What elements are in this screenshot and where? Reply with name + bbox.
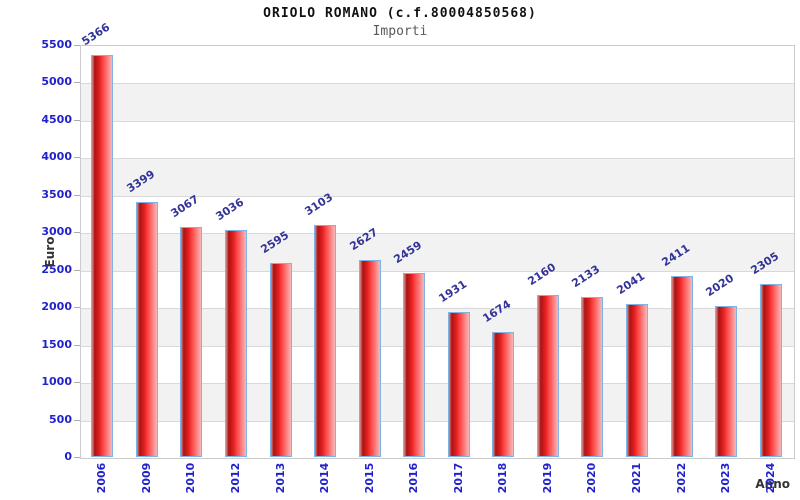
bar-2018 [492, 331, 515, 457]
gridline [81, 308, 794, 310]
y-tick-label: 4000 [41, 150, 72, 164]
y-tick-mark [74, 269, 80, 271]
x-tick-label: 2022 [674, 462, 688, 494]
y-tick-label: 5000 [41, 75, 72, 89]
y-tick-mark [74, 45, 80, 46]
y-tick-mark [74, 157, 80, 159]
x-tick-label: 2017 [451, 462, 465, 494]
y-tick-label: 1000 [41, 375, 72, 389]
y-tick-label: 2500 [41, 262, 72, 276]
x-tick-label: 2018 [496, 462, 510, 494]
plot-band [81, 46, 794, 84]
y-tick-mark [74, 344, 80, 346]
gridline [81, 120, 794, 122]
y-tick-label: 4500 [41, 112, 72, 126]
gridline [81, 158, 794, 160]
bar-2022 [670, 276, 693, 457]
x-tick-label: 2016 [407, 462, 421, 494]
x-tick-label: 2020 [585, 462, 599, 494]
x-tick-label: 2010 [184, 462, 198, 494]
y-tick-label: 3000 [41, 225, 72, 239]
gridline [81, 270, 794, 272]
bar-2010 [180, 227, 203, 457]
y-tick-mark [74, 307, 80, 309]
bar-2006 [91, 55, 114, 457]
plot-band [81, 158, 794, 196]
x-tick-label: 2014 [318, 462, 332, 494]
y-tick-label: 3500 [41, 187, 72, 201]
y-tick-label: 0 [64, 450, 72, 463]
x-tick-label: 2024 [763, 462, 777, 494]
x-tick-label: 2019 [540, 462, 554, 494]
gridline [81, 195, 794, 197]
gridline [81, 83, 794, 85]
bar-2021 [626, 304, 649, 457]
y-tick-label: 1500 [41, 337, 72, 351]
plot-band [81, 83, 794, 121]
x-tick-label: 2009 [139, 462, 153, 494]
gridline [81, 420, 794, 422]
x-tick-label: 2013 [273, 462, 287, 494]
y-tick-mark [74, 382, 80, 384]
y-tick-mark [74, 194, 80, 196]
y-tick-mark [74, 457, 80, 458]
bar-2024 [759, 284, 782, 457]
bar-2014 [314, 224, 337, 457]
x-tick-label: 2015 [362, 462, 376, 494]
gridline [81, 383, 794, 385]
bar-2009 [135, 202, 158, 457]
bar-2023 [715, 305, 738, 457]
bar-2020 [581, 297, 604, 457]
y-tick-mark [74, 119, 80, 121]
bar-2016 [403, 272, 426, 457]
gridline [81, 233, 794, 235]
x-tick-label: 2023 [719, 462, 733, 494]
bar-2015 [358, 260, 381, 457]
chart-subtitle: Importi [372, 24, 428, 39]
plot-band [81, 120, 794, 159]
x-axis-title: Anno [755, 477, 790, 491]
bar-2013 [269, 262, 292, 457]
plot-band [81, 195, 794, 234]
chart-title: ORIOLO ROMANO (c.f.80004850568) [263, 6, 537, 21]
y-tick-label: 2000 [41, 300, 72, 314]
x-tick-label: 2021 [630, 462, 644, 494]
y-tick-label: 500 [49, 412, 72, 426]
y-tick-mark [74, 82, 80, 84]
x-tick-label: 2012 [228, 462, 242, 494]
y-tick-mark [74, 419, 80, 421]
x-tick-label: 2006 [95, 462, 109, 494]
bar-2017 [447, 312, 470, 457]
gridline [81, 345, 794, 347]
y-tick-label: 5500 [41, 38, 72, 51]
bar-2019 [536, 295, 559, 457]
bar-2012 [224, 229, 247, 457]
y-tick-mark [74, 232, 80, 234]
